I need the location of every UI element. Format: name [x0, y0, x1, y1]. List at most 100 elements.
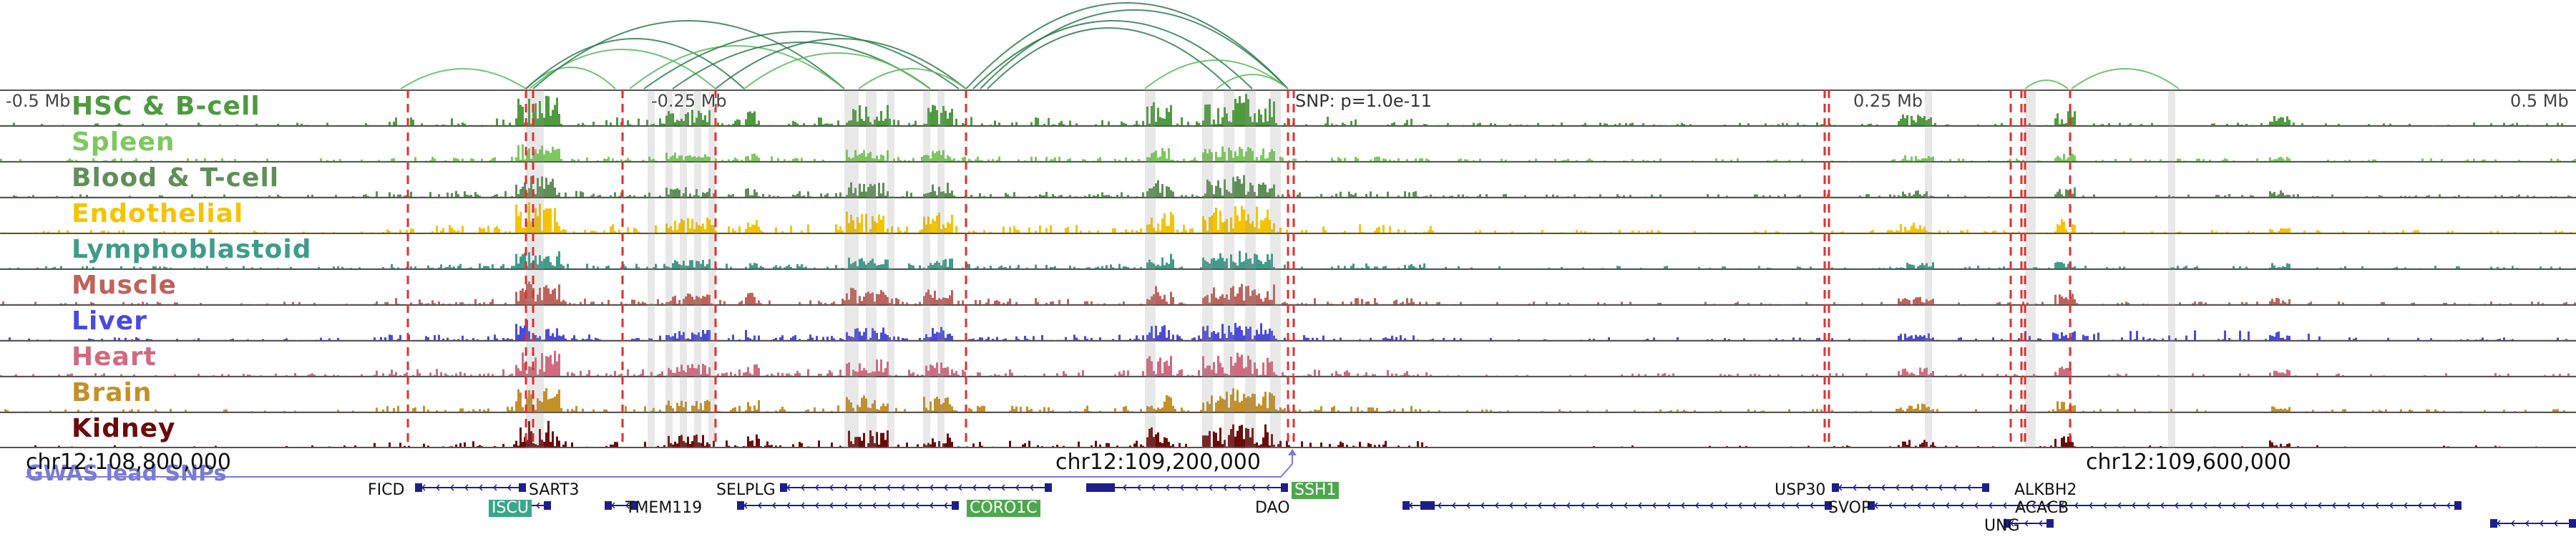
strand-arrow: [2188, 502, 2193, 509]
strand-arrow: [986, 484, 991, 491]
track-label-brain: Brain: [72, 378, 152, 407]
signal-area: [0, 202, 2576, 233]
strand-arrow: [464, 484, 469, 491]
track-kidney[interactable]: Kidney: [0, 412, 2576, 448]
signal-lymphoblastoid: [0, 251, 2576, 268]
strand-arrow: [900, 502, 905, 509]
gene-label-dao[interactable]: DAO: [1255, 499, 1290, 517]
signal-area: [0, 94, 2576, 125]
strand-arrow: [2131, 502, 2136, 509]
strand-arrow: [1551, 502, 1556, 509]
strand-arrow: [1566, 502, 1571, 509]
track-heart[interactable]: Heart: [0, 340, 2576, 376]
exon-block: [2454, 501, 2462, 510]
interaction-arc: [972, 20, 1253, 90]
coordinate-label: chr12:108,800,000: [26, 450, 231, 475]
track-label-heart: Heart: [72, 342, 157, 372]
strand-arrow: [1888, 502, 1893, 509]
track-label-hsc-b-cell: HSC & B-cell: [72, 92, 260, 121]
track-endothelial[interactable]: Endothelial: [0, 197, 2576, 233]
strand-arrow: [2274, 502, 2279, 509]
track-label-endothelial: Endothelial: [72, 199, 244, 228]
gene-label-tmem119[interactable]: TMEM119: [625, 499, 703, 517]
strand-arrow: [1480, 502, 1485, 509]
strand-arrow: [1122, 484, 1127, 491]
strand-arrow: [1780, 502, 1785, 509]
strand-arrow: [2524, 520, 2529, 527]
gene-label-iscu[interactable]: ISCU: [489, 500, 532, 517]
exon-block: [415, 483, 422, 492]
strand-arrow: [771, 502, 776, 509]
strand-arrow: [943, 502, 948, 509]
strand-arrow: [872, 484, 877, 491]
strand-arrow: [1880, 484, 1885, 491]
strand-arrow: [2389, 502, 2394, 509]
interaction-arcs: [400, 2, 2180, 90]
strand-arrow: [1594, 502, 1599, 509]
signal-area: [0, 319, 2576, 340]
exon-block: [605, 501, 612, 510]
strand-arrow: [449, 484, 454, 491]
strand-arrow: [800, 484, 805, 491]
gene-label-ung[interactable]: UNG: [1984, 517, 2020, 535]
track-label-blood-t-cell: Blood & T-cell: [72, 163, 280, 193]
gene-label-acacb[interactable]: ACACB: [2015, 499, 2069, 517]
signal-area: [0, 281, 2576, 304]
track-blood-t-cell[interactable]: Blood & T-cell: [0, 161, 2576, 197]
strand-arrow: [1866, 484, 1871, 491]
strand-arrow: [1966, 484, 1971, 491]
strand-arrow: [1609, 502, 1614, 509]
strand-arrow: [914, 484, 919, 491]
strand-arrow: [1151, 484, 1156, 491]
strand-arrow: [2174, 502, 2179, 509]
strand-arrow: [1251, 484, 1256, 491]
coordinate-label: chr12:109,600,000: [2086, 450, 2291, 475]
strand-arrow: [2202, 502, 2207, 509]
gene-label-ssh1[interactable]: SSH1: [1292, 482, 1340, 499]
strand-arrow: [507, 484, 512, 491]
gene-label-usp30[interactable]: USP30: [1775, 481, 1826, 499]
strand-arrow: [972, 484, 977, 491]
gene-label-selplg[interactable]: SELPLG: [716, 481, 776, 499]
strand-arrow: [1265, 484, 1270, 491]
track-hsc-b-cell[interactable]: HSC & B-cell: [0, 90, 2576, 125]
track-brain[interactable]: Brain: [0, 376, 2576, 412]
strand-arrow: [1916, 502, 1921, 509]
strand-arrow: [1709, 502, 1714, 509]
signal-area: [34, 420, 2537, 447]
strand-arrow: [1623, 502, 1628, 509]
strand-arrow: [786, 502, 791, 509]
gene-label-svop[interactable]: SVOP: [1828, 499, 1871, 517]
strand-arrow: [1923, 484, 1928, 491]
strand-arrow: [2303, 502, 2308, 509]
interaction-arc: [532, 20, 845, 90]
exon-block: [544, 501, 551, 510]
gene-label-ficd[interactable]: FICD: [368, 481, 405, 499]
signal-area: [0, 388, 2576, 412]
interaction-arc: [965, 2, 1289, 90]
strand-arrow: [1494, 502, 1499, 509]
strand-arrow: [1652, 502, 1657, 509]
gene-label-sart3[interactable]: SART3: [529, 481, 580, 499]
strand-arrow: [2074, 502, 2079, 509]
signal-heart: [0, 351, 2576, 376]
signal-area: [0, 351, 2576, 376]
strand-arrow: [757, 502, 762, 509]
strand-arrow: [1902, 502, 1907, 509]
track-lymphoblastoid[interactable]: Lymphoblastoid: [0, 233, 2576, 268]
track-muscle[interactable]: Muscle: [0, 268, 2576, 304]
strand-arrow: [843, 502, 848, 509]
strand-arrow: [2553, 520, 2558, 527]
strand-arrow: [2446, 502, 2451, 509]
track-spleen[interactable]: Spleen: [0, 125, 2576, 161]
strand-arrow: [1752, 502, 1757, 509]
strand-arrow: [2145, 502, 2150, 509]
interaction-arc: [525, 38, 745, 90]
gene-label-coro1c[interactable]: CORO1C: [967, 500, 1040, 517]
strand-arrow: [1909, 484, 1914, 491]
gwas-track[interactable]: GWAS lead SNPs: [0, 448, 2576, 486]
strand-arrow: [1680, 502, 1685, 509]
gene-label-alkbh2[interactable]: ALKBH2: [2014, 481, 2077, 499]
track-liver[interactable]: Liver: [0, 304, 2576, 340]
